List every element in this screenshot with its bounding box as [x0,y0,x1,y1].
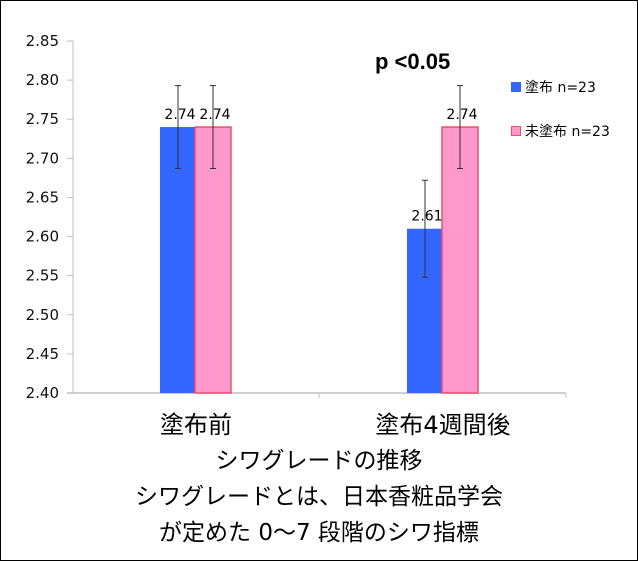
y-tick-label: 2.75 [26,110,59,128]
data-label: 2.74 [199,107,230,123]
category-label-after: 塗布4週間後 [375,411,511,439]
caption-line-2: シワグレードとは、日本香粧品学会 [135,484,503,510]
y-tick-label: 2.85 [26,32,59,50]
legend-item-applied: 塗布 n=23 [511,76,610,98]
chart-title: シワグレードの推移 [215,448,423,474]
y-tick-label: 2.70 [26,149,59,167]
bar-not-applied [441,126,479,394]
y-tick-label: 2.65 [26,188,59,206]
y-tick-label: 2.60 [26,228,59,246]
legend-label: 未塗布 n=23 [525,124,610,140]
data-label: 2.61 [411,209,442,225]
category-label-before: 塗布前 [160,411,232,439]
data-label: 2.74 [446,107,477,123]
y-tick-label: 2.80 [26,71,59,89]
legend-item-not-applied: 未塗布 n=23 [511,120,610,142]
y-tick-label: 2.50 [26,306,59,324]
legend-swatch-blue [511,82,521,92]
caption-line-3: が定めた 0～7 段階のシワ指標 [159,520,479,546]
bar-not-applied [194,126,232,394]
legend-label: 塗布 n=23 [525,80,596,96]
y-tick-label: 2.40 [26,384,59,402]
y-tick-label: 2.45 [26,345,59,363]
data-label: 2.74 [164,107,195,123]
bar-applied [160,127,196,394]
legend: 塗布 n=23 未塗布 n=23 [511,76,610,164]
y-tick-label: 2.55 [26,267,59,285]
legend-swatch-pink [511,126,521,136]
p-value-annotation: p <0.05 [375,49,451,74]
